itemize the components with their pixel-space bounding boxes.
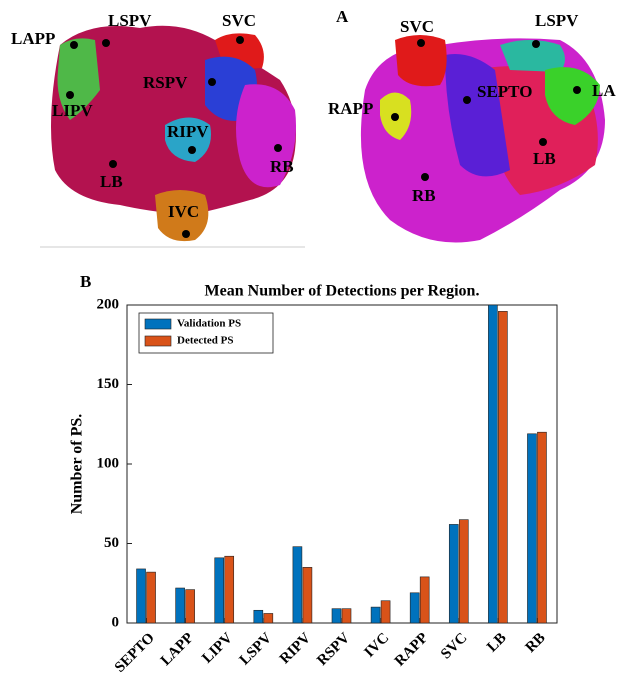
x-tick-label: RSPV <box>314 630 353 669</box>
legend-label: Validation PS <box>177 318 241 330</box>
region-label: LB <box>100 172 123 191</box>
right-heart <box>361 35 605 243</box>
panel-label: A <box>336 7 349 26</box>
bar <box>488 305 497 623</box>
y-tick-label: 0 <box>112 614 120 630</box>
bar <box>303 567 312 623</box>
bar <box>459 520 468 623</box>
bar <box>176 588 185 623</box>
y-axis-label: Number of PS. <box>69 414 86 515</box>
bar <box>371 607 380 623</box>
region-label: IVC <box>168 202 199 221</box>
region-label: LIPV <box>52 101 93 120</box>
x-tick-label: RIPV <box>277 630 314 667</box>
region-label: RAPP <box>328 99 373 118</box>
x-tick-label: LIPV <box>199 630 236 667</box>
x-tick-label: LSPV <box>237 630 276 669</box>
bar <box>537 432 546 623</box>
region-label: LA <box>592 81 616 100</box>
chart-title: Mean Number of Detections per Region. <box>205 283 480 300</box>
bar <box>137 569 146 623</box>
bar <box>449 524 458 623</box>
x-tick-label: RB <box>523 630 549 656</box>
y-tick-label: 50 <box>104 535 119 551</box>
region-label: RB <box>270 157 294 176</box>
y-tick-label: 150 <box>97 376 120 392</box>
region-label: RSPV <box>143 73 188 92</box>
region-label: SVC <box>400 17 434 36</box>
region-label: LAPP <box>11 29 55 48</box>
figure: A LAPP LSPV SVC RSPV LIPV RIPV RB LB IVC… <box>0 0 619 681</box>
bar <box>293 547 302 623</box>
region-label: RB <box>412 186 436 205</box>
bar <box>264 613 273 623</box>
x-tick-label: SVC <box>438 630 471 663</box>
x-tick-label: LAPP <box>158 630 197 669</box>
bar <box>225 556 234 623</box>
bar <box>381 601 390 623</box>
bar <box>254 610 263 623</box>
region-label: LSPV <box>535 11 579 30</box>
y-tick-label: 200 <box>97 296 120 312</box>
x-tick-label: IVC <box>362 630 393 661</box>
x-tick-label: RAPP <box>392 630 432 670</box>
bar <box>147 572 156 623</box>
x-tick-label: LB <box>484 630 509 655</box>
bar <box>332 609 341 623</box>
bar <box>215 558 224 623</box>
legend-swatch <box>145 319 171 329</box>
bar <box>342 609 351 623</box>
bar <box>498 311 507 623</box>
bar <box>420 577 429 623</box>
region-label: SEPTO <box>477 82 532 101</box>
y-tick-label: 100 <box>97 455 120 471</box>
region-label: SVC <box>222 11 256 30</box>
bar <box>410 593 419 623</box>
panel-label: B <box>80 272 91 291</box>
region-label: LB <box>533 149 556 168</box>
legend-label: Detected PS <box>177 335 234 347</box>
bar <box>186 590 195 623</box>
region-label: LSPV <box>108 11 152 30</box>
bar <box>527 434 536 623</box>
x-tick-label: SEPTO <box>112 630 158 676</box>
region-label: RIPV <box>167 122 209 141</box>
legend-swatch <box>145 336 171 346</box>
